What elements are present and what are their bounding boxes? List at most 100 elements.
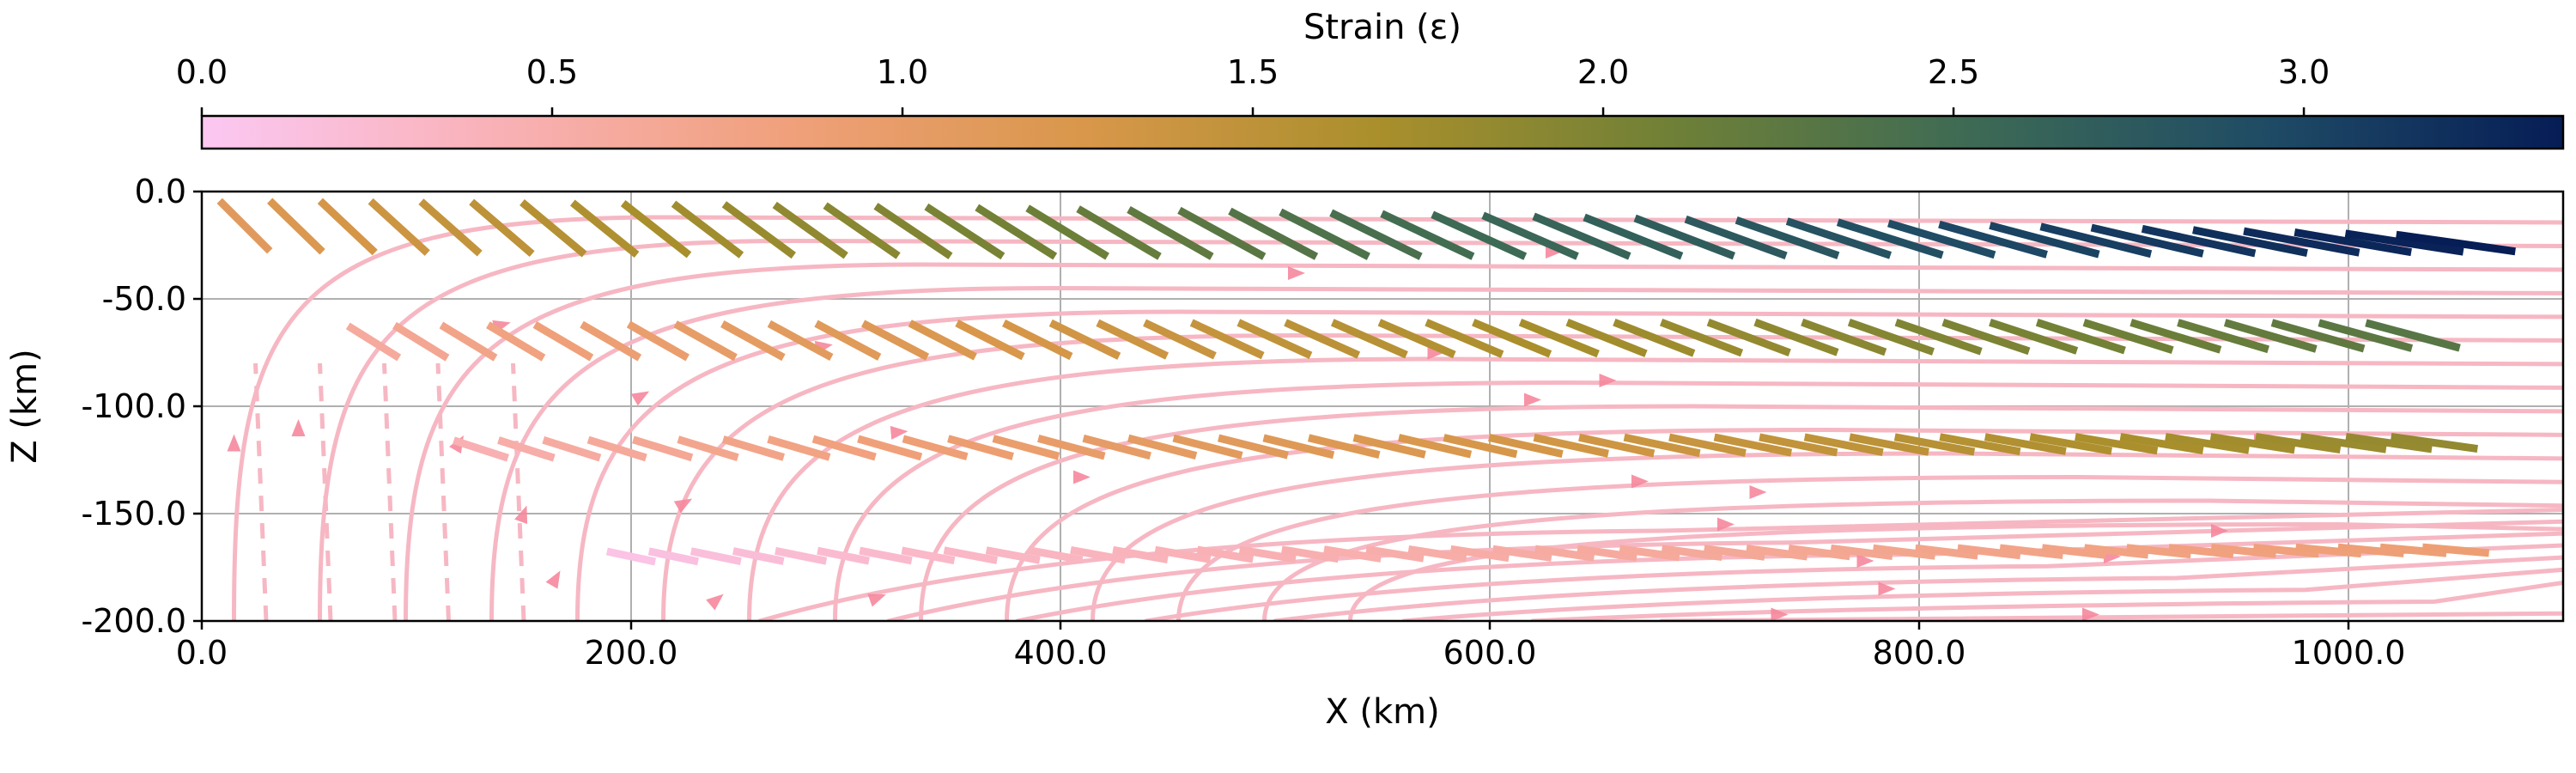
- strain-bar: [1713, 433, 1793, 457]
- colorbar-ticks: 0.0 0.5 1.0 1.5 2.0 2.5 3.0: [176, 53, 2330, 116]
- strain-bar: [1577, 545, 1637, 562]
- strain-bar: [1803, 433, 1884, 457]
- strain-bar: [732, 547, 785, 565]
- strain-bar: [721, 201, 796, 259]
- strain-bar: [817, 546, 870, 565]
- strain-bar: [1999, 544, 2064, 559]
- strain-bar: [1037, 435, 1106, 460]
- strain-bar: [2210, 544, 2277, 558]
- strain-bar: [690, 547, 742, 566]
- strain-bar: [2365, 319, 2461, 352]
- streamline: [833, 380, 2563, 621]
- x-tick-label: 600.0: [1443, 634, 1537, 672]
- strain-bar: [586, 435, 647, 462]
- y-tick-label: -50.0: [102, 280, 186, 318]
- x-axis-label: X (km): [1325, 692, 1439, 732]
- strain-bar: [772, 201, 848, 259]
- strain-bar: [1127, 206, 1214, 260]
- strain-bar: [823, 202, 901, 259]
- stream-arrow: [514, 505, 528, 525]
- strain-bar: [1323, 545, 1382, 563]
- strain-bar: [2255, 433, 2342, 454]
- strain-bar: [2129, 319, 2222, 354]
- strain-bar: [542, 435, 602, 462]
- colorbar-tick-label: 1.0: [877, 53, 928, 91]
- strain-bar: [1633, 214, 1735, 260]
- colorbar-tick-label: 2.5: [1928, 53, 1979, 91]
- strain-bar: [992, 435, 1060, 460]
- strain-bar: [814, 320, 882, 361]
- plot-area: 0.0 200.0 400.0 600.0 800.0 1000.0 0.0 -50.0 -1…: [5, 173, 2565, 732]
- streamline: [1176, 474, 2563, 621]
- strain-bar: [1847, 318, 1935, 356]
- strain-bar: [439, 321, 498, 362]
- colorbar-tick-label: 1.5: [1227, 53, 1279, 91]
- strain-bar: [1284, 319, 1361, 359]
- strain-bar: [1704, 545, 1765, 561]
- strain-bar: [2029, 433, 2112, 455]
- strain-bar: [368, 198, 430, 256]
- strain-bar: [1836, 218, 1944, 259]
- strain-bar: [1989, 222, 2100, 259]
- x-tick-label: 0.0: [176, 634, 228, 672]
- strain-bar: [497, 436, 556, 462]
- streamline: [575, 309, 2563, 621]
- strain-bar: [1380, 210, 1475, 260]
- x-tick-label: 1000.0: [2292, 634, 2406, 672]
- strain-bar: [2243, 227, 2360, 257]
- strain-bar: [2075, 433, 2159, 455]
- strain-bar: [1377, 319, 1456, 359]
- strain-bar: [2141, 224, 2257, 258]
- strain-bar: [775, 546, 828, 565]
- strain-bar: [1533, 433, 1609, 458]
- strain-bar: [1027, 546, 1084, 564]
- streamline: [489, 285, 2563, 621]
- strain-bar: [345, 322, 402, 362]
- strain-glyphs: [216, 198, 2516, 566]
- strain-bar: [1365, 545, 1425, 563]
- strain-bar: [1238, 545, 1297, 563]
- strain-bar: [1785, 217, 1893, 259]
- strain-bar: [1941, 318, 2031, 356]
- strain-bar: [2270, 319, 2366, 353]
- strain-bar: [901, 546, 956, 565]
- strain-bar: [580, 320, 642, 362]
- streamline: [747, 356, 2563, 621]
- strain-bar: [1398, 434, 1473, 459]
- colorbar: Strain (ε) 0.0 0.5 1.0 1.5 2.0 2.5 3.0: [176, 8, 2565, 150]
- strain-bar: [2177, 319, 2269, 354]
- stream-arrow: [1288, 266, 1305, 280]
- strain-bar: [1127, 434, 1198, 460]
- strain-bar: [2379, 543, 2447, 557]
- strain-bar: [1801, 318, 1887, 356]
- strain-bar: [1352, 434, 1426, 459]
- strain-bar: [1307, 434, 1381, 460]
- strain-bar: [2293, 228, 2412, 257]
- strain-bar: [626, 320, 690, 362]
- strain-bar: [2039, 222, 2153, 259]
- strain-bar: [2295, 543, 2362, 558]
- strain-bar: [1443, 434, 1518, 459]
- strain-bar: [532, 321, 594, 362]
- strain-bar: [2344, 229, 2464, 256]
- strain-bar: [1025, 204, 1109, 260]
- strain-bar: [1518, 319, 1600, 358]
- stream-arrow: [1749, 485, 1767, 499]
- strain-bar: [1002, 320, 1073, 361]
- strain-bar: [1070, 545, 1127, 564]
- strain-bar: [1623, 433, 1701, 458]
- stream-arrow: [890, 425, 908, 440]
- strain-bar: [2223, 319, 2318, 353]
- strain-bar: [2318, 319, 2414, 352]
- strain-bar: [1894, 318, 1983, 356]
- strain-bar: [1449, 545, 1510, 563]
- stream-arrow: [2082, 607, 2099, 621]
- strain-bar: [1532, 212, 1631, 260]
- x-tick-label: 800.0: [1873, 634, 1966, 672]
- strain-bar: [2391, 432, 2478, 453]
- strain-bar: [1262, 434, 1335, 460]
- strain-bar: [1154, 545, 1212, 563]
- strain-bar: [720, 320, 786, 362]
- stream-arrow: [1631, 474, 1649, 489]
- strain-bar: [1236, 319, 1313, 359]
